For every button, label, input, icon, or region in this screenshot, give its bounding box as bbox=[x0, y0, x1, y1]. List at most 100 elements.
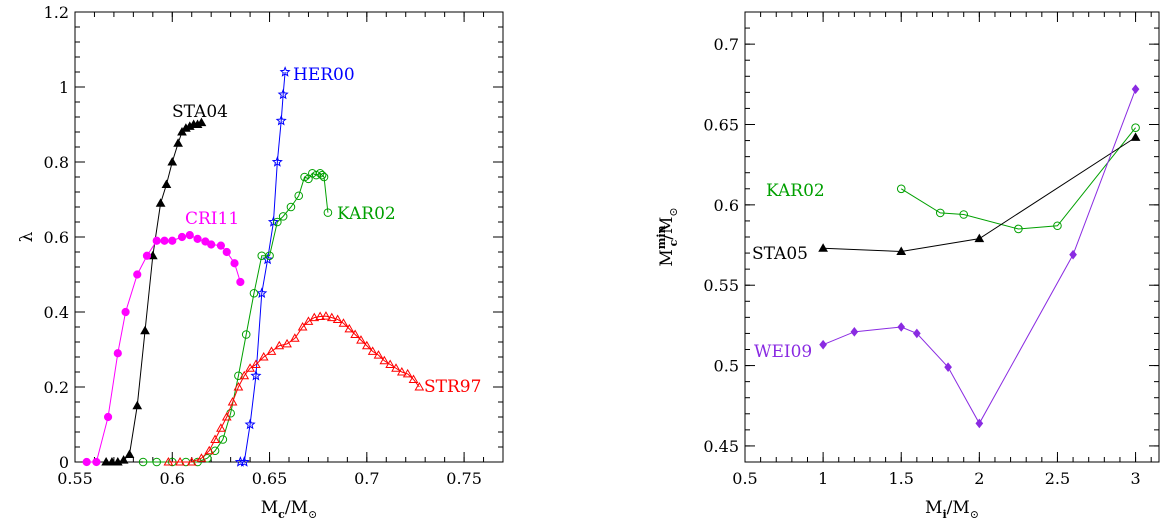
data-point bbox=[132, 400, 143, 410]
data-point bbox=[273, 217, 282, 227]
y-axis-title: λ bbox=[17, 231, 37, 242]
data-point bbox=[241, 330, 251, 339]
series-label-kar02: KAR02 bbox=[766, 181, 825, 201]
data-point bbox=[82, 457, 91, 467]
data-point bbox=[185, 231, 194, 240]
data-point bbox=[244, 418, 256, 430]
data-point bbox=[309, 312, 320, 322]
y-tick-label: 0.6 bbox=[714, 196, 739, 215]
data-point bbox=[350, 329, 361, 338]
data-point bbox=[279, 66, 291, 77]
data-point bbox=[321, 311, 331, 320]
series-label-sta04: STA04 bbox=[172, 102, 228, 122]
data-point bbox=[373, 350, 384, 359]
y-tick-label: 0.2 bbox=[44, 378, 69, 397]
series-label-cri11: CRI11 bbox=[185, 209, 239, 229]
data-point bbox=[266, 346, 277, 355]
data-point bbox=[1130, 132, 1141, 141]
data-point bbox=[193, 234, 202, 243]
data-point bbox=[113, 349, 122, 358]
data-point bbox=[152, 236, 161, 245]
data-point bbox=[278, 212, 288, 221]
data-point bbox=[271, 156, 283, 167]
data-point bbox=[175, 456, 185, 466]
y-tick-label: 0.6 bbox=[44, 228, 69, 247]
x-tick-label: 0.55 bbox=[57, 469, 93, 488]
data-point bbox=[216, 241, 226, 250]
data-point bbox=[289, 333, 300, 342]
data-point bbox=[107, 456, 117, 466]
data-point bbox=[142, 251, 152, 260]
data-point bbox=[315, 311, 325, 320]
data-point bbox=[239, 370, 250, 380]
data-point bbox=[319, 172, 329, 182]
x-tick-label: 3 bbox=[1130, 469, 1140, 488]
data-point bbox=[1014, 224, 1023, 234]
data-point bbox=[819, 339, 827, 350]
data-point bbox=[138, 457, 148, 467]
data-point bbox=[391, 363, 401, 372]
y-tick-label: 1 bbox=[59, 78, 69, 97]
x-tick-label: 0.5 bbox=[732, 469, 757, 488]
series-cri11 bbox=[82, 231, 245, 467]
data-point bbox=[227, 396, 238, 406]
data-point bbox=[103, 412, 113, 422]
data-point bbox=[256, 287, 268, 298]
x-axis-title: Mi/M⊙ bbox=[925, 498, 979, 521]
data-point bbox=[218, 435, 228, 444]
data-point bbox=[249, 288, 259, 298]
data-point bbox=[897, 322, 906, 332]
data-point bbox=[326, 312, 337, 322]
series-line bbox=[900, 127, 1136, 230]
data-point bbox=[1069, 249, 1077, 260]
data-point bbox=[118, 455, 129, 464]
series-line bbox=[86, 234, 241, 463]
y-tick-label: 0.7 bbox=[714, 35, 739, 54]
data-point bbox=[274, 340, 285, 350]
x-tick-label: 1 bbox=[818, 469, 828, 488]
right-chart: 0.5 1 1.5 2 2.5 3 0.45 0.5 0.55 0.6 0.65 0.7 Mi/M⊙ Mm… bbox=[655, 11, 1160, 521]
data-point bbox=[186, 456, 197, 466]
y-axis-title: Mminc/M⊙ bbox=[655, 207, 680, 266]
data-point bbox=[300, 172, 309, 182]
data-point bbox=[297, 321, 308, 331]
y-tick-label: 0 bbox=[59, 453, 69, 472]
data-point bbox=[121, 307, 130, 317]
data-point bbox=[367, 346, 378, 355]
data-point bbox=[196, 453, 207, 462]
x-tick-label: 0.65 bbox=[252, 469, 288, 488]
data-point bbox=[236, 277, 245, 287]
data-point bbox=[210, 434, 220, 443]
data-point bbox=[361, 340, 372, 350]
x-tick-label: 0.6 bbox=[160, 469, 185, 488]
data-point bbox=[896, 184, 906, 194]
data-point bbox=[317, 170, 327, 180]
x-tick-label: 2 bbox=[974, 469, 984, 488]
data-point bbox=[414, 381, 425, 391]
x-tick-label: 2.5 bbox=[1045, 469, 1070, 488]
data-point bbox=[267, 216, 279, 227]
data-point bbox=[323, 208, 333, 217]
data-point bbox=[277, 88, 289, 100]
data-point bbox=[344, 323, 355, 333]
data-point bbox=[167, 156, 178, 166]
data-point bbox=[196, 117, 207, 127]
left-chart: 0.55 0.6 0.65 0.7 0.75 0 0.2 0.4 0.6 0.8 1 1.2 Mc/M⊙… bbox=[17, 3, 504, 521]
data-point bbox=[168, 236, 177, 245]
data-point bbox=[338, 318, 349, 327]
x-axis-title: Mc/M⊙ bbox=[261, 498, 317, 521]
data-point bbox=[230, 259, 239, 268]
x-tick-label: 1.5 bbox=[888, 469, 913, 488]
data-point bbox=[913, 328, 921, 339]
plot-frame bbox=[744, 11, 1160, 463]
data-point bbox=[356, 335, 366, 344]
series-sta05 bbox=[818, 132, 1141, 255]
series-str97 bbox=[163, 311, 425, 466]
series-label-sta05: STA05 bbox=[752, 244, 808, 264]
data-point bbox=[974, 233, 985, 243]
data-point bbox=[975, 418, 984, 429]
data-point bbox=[161, 179, 172, 188]
data-point bbox=[207, 240, 216, 249]
data-point bbox=[160, 236, 169, 245]
data-point bbox=[379, 355, 390, 365]
